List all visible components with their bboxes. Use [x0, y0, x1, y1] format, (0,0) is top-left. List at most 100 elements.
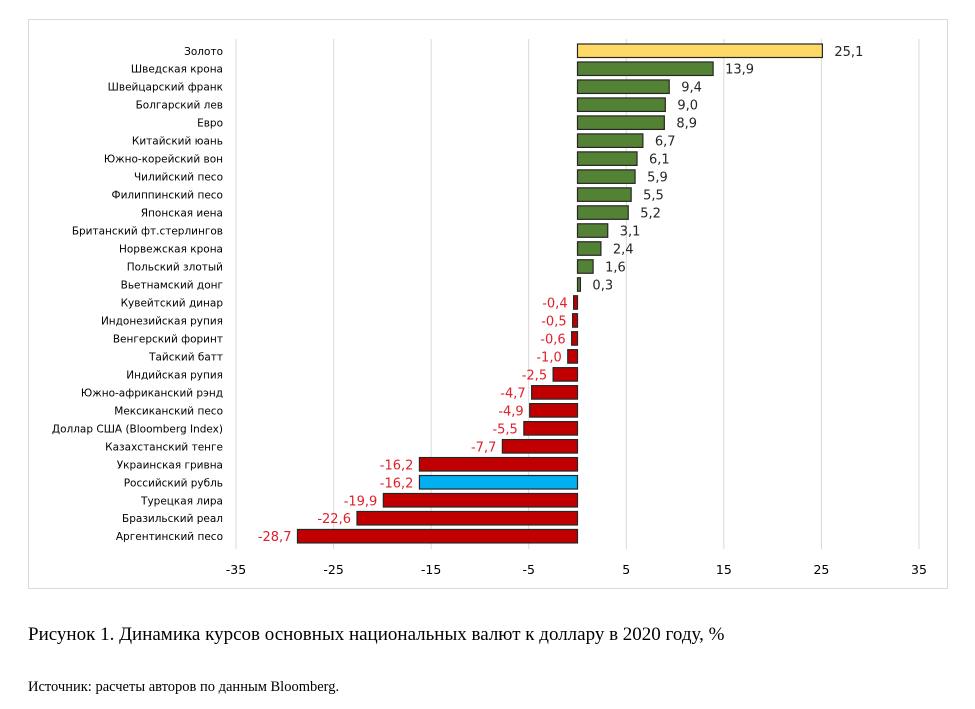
value-label: 0,3 — [592, 278, 613, 293]
category-label: Филиппинский песо — [112, 190, 223, 202]
category-label: Болгарский лев — [136, 100, 223, 112]
x-tick-label: 35 — [911, 562, 927, 577]
category-label: Южно-корейский вон — [104, 154, 223, 166]
value-label: -7,7 — [471, 440, 496, 455]
value-label: 3,1 — [620, 225, 641, 240]
category-label: Индонезийская рупия — [101, 315, 223, 327]
category-label: Золото — [184, 46, 223, 58]
x-tick-label: -15 — [421, 562, 441, 577]
value-labels: 25,1 13,9 9,4 9,0 8,96,7 6,1 5,9 5,5 5,2 3,1 2,4 1,… — [258, 45, 864, 545]
x-axis-ticks: -35 -25 -15 -5 5 15 25 35 — [226, 562, 927, 577]
category-label: Южно-африканский рэнд — [81, 387, 223, 399]
x-tick-label: 5 — [622, 562, 630, 577]
value-label: -22,6 — [317, 512, 351, 527]
value-label: -4,9 — [498, 404, 523, 419]
category-label: Китайский юань — [132, 136, 223, 148]
value-label: -28,7 — [258, 530, 292, 545]
bar-chart: Золото Шведская крона Швейцарский франк Бол… — [52, 39, 927, 577]
bar — [529, 403, 579, 418]
category-label: Украинская гривна — [117, 459, 223, 471]
bar — [576, 223, 609, 238]
category-label: Японская иена — [141, 208, 223, 220]
category-label: Российский рубль — [124, 477, 223, 489]
value-label: -16,2 — [380, 458, 414, 473]
bar — [576, 79, 670, 95]
bar — [552, 367, 579, 382]
category-label: Казахстанский тенге — [105, 441, 223, 453]
bar — [576, 151, 638, 166]
category-label: Доллар США (Bloomberg Index) — [52, 423, 223, 435]
category-label: Польский злотый — [127, 262, 223, 274]
category-label: Аргентинский песо — [116, 531, 223, 543]
bar — [576, 169, 636, 184]
bar — [418, 456, 579, 472]
value-label: 9,0 — [677, 99, 698, 114]
bar — [576, 133, 644, 149]
value-label: -2,5 — [522, 368, 547, 383]
bar — [576, 61, 714, 77]
bar — [576, 259, 594, 274]
category-label: Шведская крона — [131, 64, 223, 76]
category-label: Тайский батт — [148, 351, 223, 363]
category-label: Венгерский форинт — [113, 333, 223, 345]
category-label: Швейцарский франк — [108, 82, 223, 94]
bar — [418, 474, 579, 490]
value-label: -16,2 — [380, 476, 414, 491]
value-label: 8,9 — [676, 117, 697, 132]
bar — [572, 313, 579, 328]
chart-frame: Золото Шведская крона Швейцарский франк Бол… — [28, 19, 948, 589]
value-label: -0,5 — [541, 314, 566, 329]
value-label: 9,4 — [681, 81, 702, 96]
category-label: Чилийский песо — [134, 172, 223, 184]
x-tick-label: -35 — [226, 562, 246, 577]
value-label: -0,6 — [540, 332, 565, 347]
value-label: -4,7 — [500, 386, 525, 401]
value-label: -1,0 — [536, 350, 561, 365]
x-tick-label: -25 — [323, 562, 343, 577]
figure-caption: Рисунок 1. Динамика курсов основных наци… — [28, 624, 725, 645]
category-label: Евро — [197, 118, 223, 130]
bar — [501, 438, 579, 454]
value-label: -0,4 — [542, 296, 567, 311]
category-label: Норвежская крона — [119, 244, 223, 256]
bar — [523, 420, 579, 436]
value-label: 5,5 — [643, 189, 664, 204]
category-label: Турецкая лира — [140, 495, 223, 507]
value-label: -19,9 — [344, 494, 378, 509]
value-label: 6,1 — [649, 153, 670, 168]
bar — [296, 528, 579, 544]
bar — [576, 277, 582, 292]
value-label: 1,6 — [605, 261, 626, 276]
category-label: Бразильский реал — [122, 513, 223, 525]
value-label: 5,2 — [640, 207, 661, 222]
bar — [567, 349, 579, 364]
source-note: Источник: расчеты авторов по данным Bloo… — [28, 679, 340, 695]
x-tick-label: 25 — [813, 562, 829, 577]
bar — [576, 187, 632, 202]
x-tick-label: 15 — [716, 562, 732, 577]
bar — [576, 241, 602, 256]
value-label: 13,9 — [725, 63, 754, 78]
value-label: -5,5 — [492, 422, 517, 437]
category-label: Кувейтский динар — [121, 297, 224, 309]
bar — [531, 385, 579, 400]
bar — [576, 43, 824, 59]
bar — [576, 115, 665, 131]
category-label: Индийская рупия — [126, 369, 223, 381]
bar — [571, 331, 579, 346]
category-label: Вьетнамский донг — [121, 279, 223, 291]
category-labels: Золото Шведская крона Швейцарский франк Бол… — [52, 46, 223, 543]
value-label: 6,7 — [655, 135, 676, 150]
value-label: 25,1 — [834, 45, 863, 60]
x-tick-label: -5 — [522, 562, 534, 577]
bar — [576, 205, 629, 220]
bar — [356, 510, 579, 526]
bar — [576, 97, 666, 113]
category-label: Мексиканский песо — [114, 405, 223, 417]
bars — [296, 43, 824, 544]
category-label: Британский фт.стерлингов — [72, 226, 223, 238]
bar — [572, 295, 579, 310]
bar — [382, 492, 579, 508]
value-label: 5,9 — [647, 171, 668, 186]
value-label: 2,4 — [613, 243, 634, 258]
